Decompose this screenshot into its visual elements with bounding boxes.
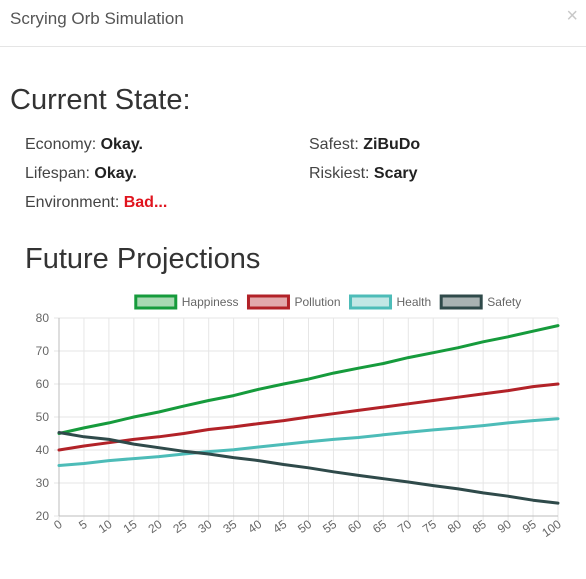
y-tick-label: 40 (36, 443, 50, 457)
legend-swatch-health (349, 294, 393, 310)
y-tick-label: 80 (36, 311, 50, 325)
x-tick-label: 35 (220, 517, 239, 536)
economy-value: Okay. (100, 136, 143, 153)
x-tick-label: 45 (270, 517, 289, 536)
x-tick-label: 60 (345, 517, 364, 536)
y-tick-label: 20 (36, 509, 50, 523)
x-tick-label: 0 (51, 517, 65, 532)
legend-swatch-pollution (246, 294, 290, 310)
x-tick-label: 75 (420, 517, 439, 536)
x-tick-label: 65 (370, 517, 389, 536)
x-tick-label: 25 (170, 517, 189, 536)
x-tick-label: 5 (76, 517, 90, 532)
environment-label: Environment: (25, 194, 120, 211)
y-tick-label: 50 (36, 410, 50, 424)
x-tick-label: 70 (395, 517, 414, 536)
future-projections-title: Future Projections (25, 243, 261, 275)
x-tick-label: 80 (445, 517, 464, 536)
y-tick-label: 70 (36, 344, 50, 358)
x-tick-label: 30 (195, 517, 214, 536)
close-icon[interactable]: × (566, 5, 578, 27)
modal-header: Scrying Orb Simulation × (0, 0, 586, 47)
lifespan-value: Okay. (94, 165, 137, 182)
lifespan-stat: Lifespan: Okay. (25, 165, 137, 183)
series-line-safety (57, 431, 560, 505)
x-tick-label: 50 (295, 517, 314, 536)
projection-chart: 20 30 40 50 60 70 80 0 5 10 15 20 25 30 35 40 45 50 55 60 65… (36, 294, 564, 540)
x-tick-label: 20 (146, 517, 165, 536)
y-tick-label: 30 (36, 476, 50, 490)
series-line-pollution (57, 382, 560, 452)
x-tick-label: 40 (245, 517, 264, 536)
legend-swatch-safety (439, 294, 483, 310)
x-tick-label: 15 (121, 517, 140, 536)
safest-label: Safest: (309, 136, 359, 153)
legend-label-safety: Safety (487, 295, 521, 309)
economy-stat: Economy: Okay. (25, 136, 143, 154)
riskiest-label: Riskiest: (309, 165, 370, 182)
legend-label-happiness: Happiness (182, 295, 239, 309)
y-tick-label: 60 (36, 377, 50, 391)
x-tick-label: 100 (539, 517, 564, 540)
x-tick-label: 55 (320, 517, 339, 536)
x-tick-label: 95 (520, 517, 539, 536)
safest-value: ZiBuDo (363, 136, 421, 153)
lifespan-label: Lifespan: (25, 165, 90, 182)
x-tick-label: 90 (495, 517, 514, 536)
riskiest-value: Scary (373, 165, 418, 182)
x-tick-label: 85 (470, 517, 489, 536)
modal-title: Scrying Orb Simulation (10, 9, 184, 28)
legend-label-health: Health (397, 295, 432, 309)
series-line-happiness (57, 324, 560, 435)
economy-label: Economy: (25, 136, 97, 153)
legend-label-pollution: Pollution (294, 295, 340, 309)
series-line-health (57, 417, 560, 467)
riskiest-stat: Riskiest: Scary (309, 165, 418, 183)
current-state-title: Current State: (10, 84, 191, 116)
environment-value: Bad... (123, 194, 168, 211)
legend-swatch-happiness (134, 294, 178, 310)
x-tick-label: 10 (96, 517, 115, 536)
safest-stat: Safest: ZiBuDo (309, 136, 420, 154)
environment-stat: Environment: Bad... (25, 194, 167, 212)
